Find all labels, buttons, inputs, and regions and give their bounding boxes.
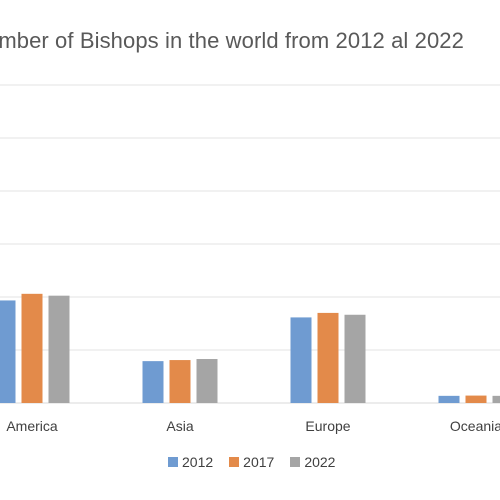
bar-oceania-2022 [492, 395, 500, 403]
legend-swatch [229, 457, 240, 467]
chart-title: Number of Bishops in the world from 2012… [0, 28, 464, 53]
category-label-asia: Asia [166, 418, 193, 434]
bar-america-2012 [0, 300, 16, 403]
legend-swatch [290, 457, 301, 467]
bar-asia-2022 [196, 359, 218, 403]
legend-item-2017: 2017 [229, 454, 274, 470]
bar-asia-2017 [169, 360, 191, 403]
legend-label: 2012 [182, 454, 214, 470]
category-label-europe: Europe [305, 418, 350, 434]
gridlines [0, 84, 500, 404]
category-label-america: America [6, 418, 58, 434]
legend-swatch [168, 457, 178, 467]
bar-europe-2017 [317, 312, 339, 403]
bars [0, 293, 500, 403]
bar-america-2022 [48, 295, 70, 403]
bar-oceania-2012 [438, 395, 460, 403]
category-label-oceania: Oceania [450, 418, 500, 434]
category-labels: AfricaAmericaAsiaEuropeOceania [6, 418, 500, 434]
legend: 2012 2017 2022 [168, 454, 335, 470]
legend-label: 2017 [243, 454, 275, 470]
bar-asia-2012 [142, 361, 164, 403]
legend-item-2012: 2012 [168, 454, 213, 470]
legend-item-2022: 2022 [290, 454, 335, 470]
bar-europe-2022 [344, 314, 366, 403]
bar-europe-2012 [290, 317, 312, 403]
bar-oceania-2017 [465, 395, 487, 403]
legend-label: 2022 [304, 454, 336, 470]
bar-america-2017 [21, 293, 43, 403]
